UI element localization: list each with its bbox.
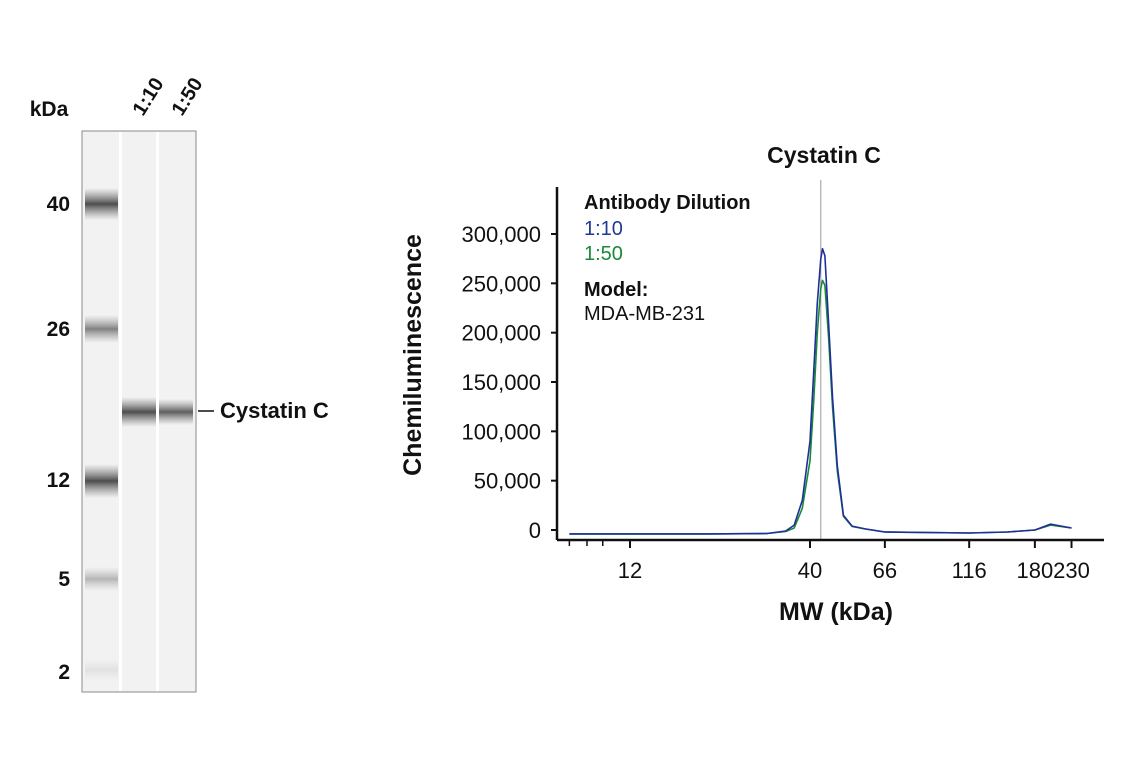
legend-model-heading: Model: xyxy=(584,279,648,301)
x-tick-label: 230 xyxy=(1053,558,1090,583)
lane-separator xyxy=(156,132,159,691)
y-tick-label: 50,000 xyxy=(474,469,541,494)
legend-series-1-50: 1:50 xyxy=(584,243,623,265)
lane-separator xyxy=(119,132,122,691)
ladder-band-12 xyxy=(85,464,118,498)
y-tick-label: 300,000 xyxy=(461,222,541,247)
sample-band-1-50 xyxy=(159,399,193,425)
marker-label-40: 40 xyxy=(47,193,70,216)
marker-label-2: 2 xyxy=(58,661,70,684)
ladder-band-26 xyxy=(85,315,118,343)
series-line-1-10 xyxy=(569,248,1072,535)
y-axis-title: Chemiluminescence xyxy=(399,234,427,476)
x-tick-label: 180 xyxy=(1017,558,1054,583)
sample-band-1-10 xyxy=(122,397,156,427)
chart-title: Cystatin C xyxy=(767,142,881,168)
ladder-band-40 xyxy=(85,188,118,220)
y-tick-label: 250,000 xyxy=(461,271,541,296)
band-label: Cystatin C xyxy=(220,398,329,423)
lane-label-2: 1:50 xyxy=(168,74,208,120)
marker-label-12: 12 xyxy=(47,469,70,492)
x-tick-label: 12 xyxy=(618,558,642,583)
legend-model-value: MDA-MB-231 xyxy=(584,303,705,325)
x-tick-label: 116 xyxy=(952,558,987,583)
ladder-band-5 xyxy=(85,567,118,591)
lane-label-1: 1:10 xyxy=(129,74,169,120)
ladder-band-2 xyxy=(85,659,118,681)
marker-label-26: 26 xyxy=(47,318,70,341)
y-tick-label: 200,000 xyxy=(461,321,541,346)
y-tick-label: 150,000 xyxy=(461,370,541,395)
legend-heading: Antibody Dilution xyxy=(584,192,751,214)
marker-label-5: 5 xyxy=(58,568,70,591)
blot-panel: kDa 1:10 1:50 40 26 12 5 2 Cystatin C xyxy=(30,74,329,693)
chemiluminescence-chart: Cystatin C 0 50,000 100,000 150,000 200,000 2… xyxy=(399,142,1104,626)
x-axis-title: MW (kDa) xyxy=(779,598,893,626)
y-tick-label: 0 xyxy=(529,518,541,543)
y-tick-label: 100,000 xyxy=(461,419,541,444)
legend-series-1-10: 1:10 xyxy=(584,218,623,240)
kda-unit-label: kDa xyxy=(30,98,69,121)
x-tick-label: 40 xyxy=(798,558,822,583)
x-tick-label: 66 xyxy=(873,558,897,583)
